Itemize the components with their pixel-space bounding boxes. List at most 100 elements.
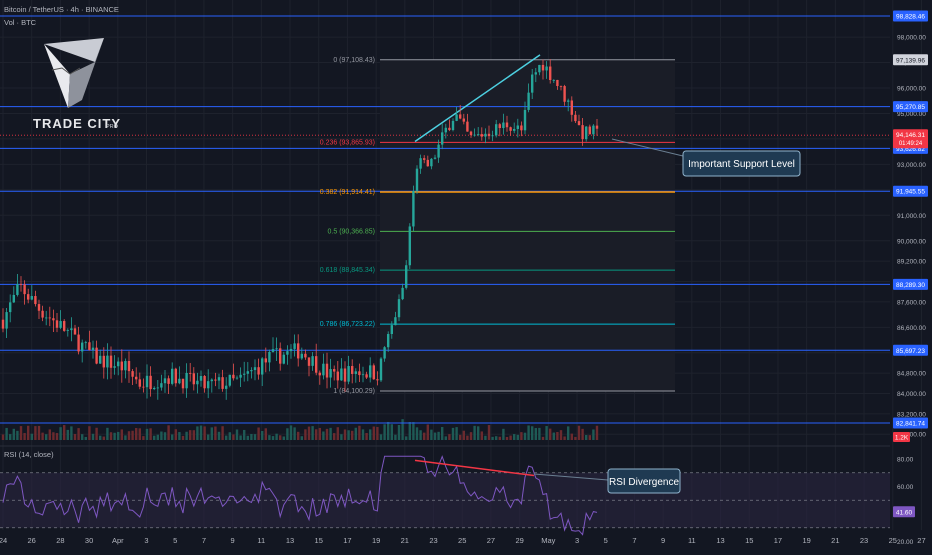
volume-bar: [55, 433, 59, 440]
candle-body: [88, 342, 91, 351]
candle-body: [394, 317, 397, 326]
time-tick-label: 3: [144, 536, 148, 545]
candle-body: [390, 325, 393, 335]
candle-body: [181, 378, 185, 389]
candle-body: [95, 347, 98, 364]
candle-body: [336, 371, 339, 381]
fib-level-label: 0.618 (88,845.34): [320, 267, 375, 274]
volume-bar: [228, 432, 231, 440]
volume-bar: [307, 426, 311, 440]
candle-body: [232, 374, 235, 379]
volume-bar: [304, 429, 307, 440]
candle-body: [178, 378, 181, 384]
candle-body: [484, 133, 487, 137]
time-tick-label: 15: [745, 536, 753, 545]
fib-level-label: 0.236 (93,865.93): [320, 139, 375, 146]
time-tick-label: 13: [716, 536, 724, 545]
volume-bar: [545, 426, 548, 440]
volume-bar: [322, 431, 325, 440]
volume-bar: [138, 428, 141, 440]
volume-bars: [1, 419, 599, 440]
level-price-text: 98,828.46: [896, 14, 925, 21]
volume-bar: [397, 424, 401, 440]
time-tick-label: 27: [917, 536, 925, 545]
support-callout[interactable]: Important Support Level: [611, 138, 801, 177]
volume-bar: [336, 427, 339, 440]
candle-body: [167, 378, 170, 384]
candle-body: [264, 358, 267, 363]
candle-body: [239, 374, 242, 378]
candle-body: [365, 374, 368, 378]
volume-bar: [394, 434, 397, 440]
candle-body: [228, 374, 231, 386]
candle-body: [502, 122, 505, 129]
time-tick-label: 29: [515, 536, 523, 545]
volume-bar: [106, 427, 109, 440]
volume-bar: [23, 433, 26, 440]
candle-body: [282, 354, 285, 364]
candle-body: [73, 328, 77, 335]
candle-body: [340, 368, 343, 381]
price-tick-label: 84,000.00: [897, 391, 926, 398]
candle-body: [426, 159, 429, 167]
volume-bar: [405, 436, 408, 440]
time-tick-label: 17: [343, 536, 351, 545]
candle-body: [9, 302, 12, 313]
price-tick-label: 98,000.00: [897, 35, 926, 42]
candle-body: [430, 158, 433, 167]
volume-bar: [41, 432, 44, 440]
time-tick-label: May: [541, 536, 555, 545]
candle-body: [577, 121, 581, 126]
volume-bar: [376, 426, 379, 440]
volume-bar: [516, 434, 519, 440]
volume-bar: [480, 431, 483, 440]
candle-body: [372, 365, 375, 380]
time-axis[interactable]: 24 26 28 30 Apr 3 5 7 9 11 13 15 17 19 21 23 25 27 29 May 3 5…: [0, 536, 926, 545]
rsi-pane[interactable]: [0, 455, 890, 536]
volume-bar: [372, 426, 375, 440]
candle-body: [1, 319, 5, 329]
volume-bar: [221, 426, 224, 440]
volume-bar: [73, 434, 77, 440]
time-tick-label: 3: [575, 536, 579, 545]
volume-bar: [502, 428, 505, 440]
candle-body: [581, 125, 584, 140]
volume-bar: [185, 431, 188, 440]
candle-body: [347, 366, 350, 382]
candle-body: [520, 125, 523, 131]
candle-body: [423, 158, 426, 160]
volume-bar: [286, 428, 289, 440]
candle-body: [379, 358, 383, 381]
volume-bar: [549, 428, 552, 440]
candle-body: [124, 361, 127, 371]
volume-bar: [16, 430, 19, 440]
volume-bar: [527, 425, 530, 440]
volume-bar: [37, 425, 41, 440]
volume-bar: [66, 429, 69, 440]
rsi-value-badge: [893, 506, 915, 518]
volume-bar: [585, 435, 588, 440]
candle-body: [567, 100, 570, 102]
candle-body: [408, 226, 411, 266]
volume-bar: [189, 430, 192, 440]
candle-body: [559, 85, 563, 87]
candle-body: [592, 125, 595, 135]
divergence-callout[interactable]: RSI Divergence: [533, 468, 681, 494]
candle-body: [203, 376, 206, 389]
level-price-badge: [893, 344, 928, 356]
volume-bar: [318, 427, 321, 440]
candle-body: [12, 294, 15, 303]
volume-bar: [387, 421, 390, 440]
candle-body: [351, 366, 354, 374]
level-price-badge: [893, 185, 928, 197]
volume-bar: [279, 435, 282, 440]
candle-body: [437, 144, 440, 158]
time-tick-label: 21: [401, 536, 409, 545]
price-axis[interactable]: 98,000.0097,000.0096,000.0095,000.0094,0…: [893, 10, 928, 547]
time-tick-label: 28: [56, 536, 64, 545]
volume-bar: [160, 431, 163, 440]
volume-bar: [99, 435, 102, 440]
volume-bar: [423, 432, 426, 440]
